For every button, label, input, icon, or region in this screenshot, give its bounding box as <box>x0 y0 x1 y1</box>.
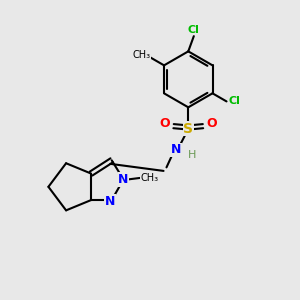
Text: S: S <box>183 122 193 136</box>
Text: N: N <box>118 173 129 186</box>
Text: N: N <box>171 143 181 156</box>
Text: CH₃: CH₃ <box>133 50 151 60</box>
Text: O: O <box>160 117 170 130</box>
Text: H: H <box>188 150 196 160</box>
Text: N: N <box>105 195 116 208</box>
Text: Cl: Cl <box>229 96 241 106</box>
Text: CH₃: CH₃ <box>140 173 158 183</box>
Text: Cl: Cl <box>188 25 200 35</box>
Text: O: O <box>206 117 217 130</box>
